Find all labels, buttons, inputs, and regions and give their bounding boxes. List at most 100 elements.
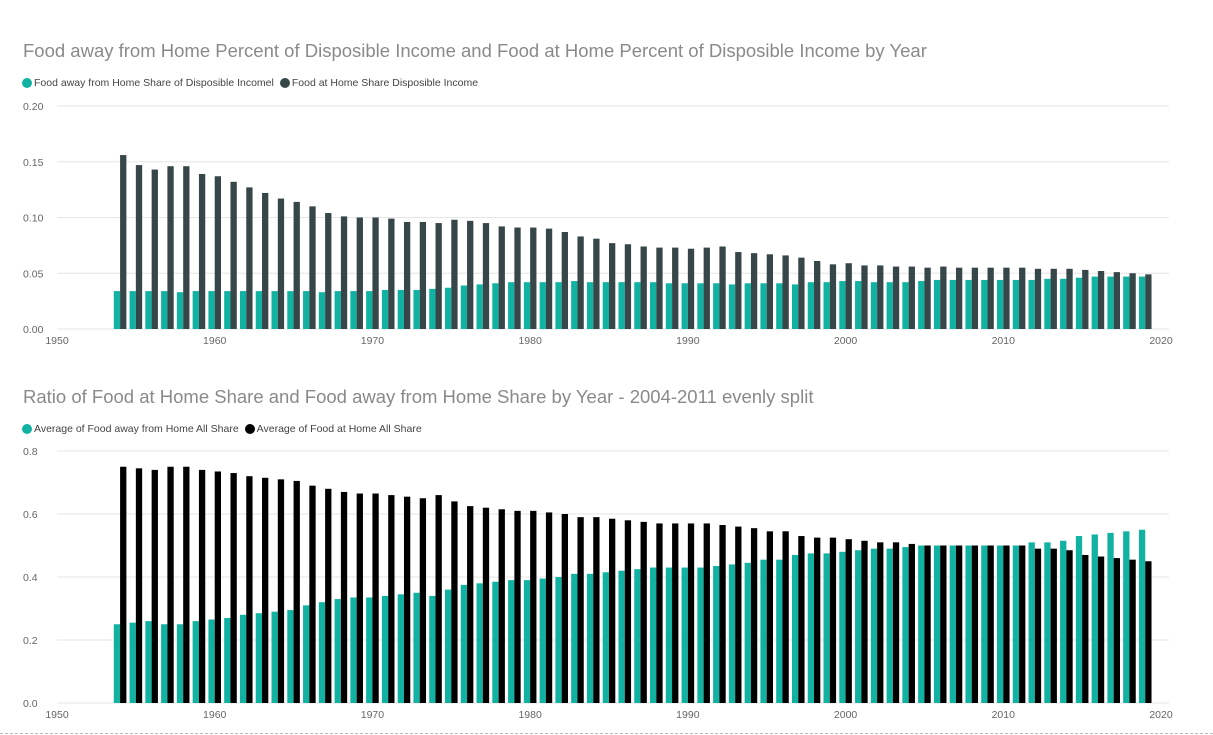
bar-home[interactable] [388,495,395,703]
bar-home[interactable] [1129,559,1136,703]
bar-away[interactable] [1012,279,1020,329]
bar-home[interactable] [293,201,300,329]
bar-away[interactable] [1107,532,1114,703]
bar-home[interactable] [167,166,174,329]
bar-home[interactable] [955,545,963,704]
bar-home[interactable] [467,220,474,329]
bar-home[interactable] [419,498,427,703]
bar-home[interactable] [120,466,127,703]
bar-home[interactable] [971,545,979,704]
chart1-legend-item-away[interactable]: Food away from Home Share of Disposible … [22,77,274,89]
bar-home[interactable] [687,523,695,703]
bar-away[interactable] [429,595,436,703]
bar-home[interactable] [246,476,253,703]
bar-away[interactable] [555,577,562,703]
bar-home[interactable] [1145,561,1152,703]
bar-home[interactable] [325,488,332,703]
bar-away[interactable] [571,573,578,703]
bar-home[interactable] [1113,272,1120,329]
bar-away[interactable] [176,624,184,703]
bar-away[interactable] [1012,545,1020,704]
bar-home[interactable] [151,469,158,703]
bar-home[interactable] [687,248,695,329]
bar-away[interactable] [366,597,373,703]
bar-away[interactable] [1138,276,1146,329]
bar-away[interactable] [287,291,294,329]
bar-away[interactable] [224,617,231,703]
bar-home[interactable] [293,480,300,703]
bar-away[interactable] [444,589,452,703]
bar-away[interactable] [334,599,341,703]
bar-home[interactable] [940,545,947,704]
bar-home[interactable] [814,260,821,329]
bar-away[interactable] [681,567,688,703]
bar-home[interactable] [766,531,774,703]
bar-away[interactable] [965,279,972,329]
bar-home[interactable] [309,485,316,703]
bar-home[interactable] [955,267,963,329]
bar-away[interactable] [618,570,625,703]
bar-home[interactable] [782,531,789,703]
bar-home[interactable] [198,469,206,703]
bar-home[interactable] [1019,267,1026,329]
bar-home[interactable] [403,496,411,703]
bar-away[interactable] [602,572,609,703]
bar-away[interactable] [413,289,420,329]
chart1-legend-item-home[interactable]: Food at Home Share Disposible Income [279,77,478,89]
bar-home[interactable] [498,226,505,329]
bar-away[interactable] [650,282,657,329]
bar-away[interactable] [161,291,168,329]
bar-away[interactable] [460,285,468,329]
bar-home[interactable] [151,169,158,329]
bar-away[interactable] [744,562,751,703]
bar-home[interactable] [1050,268,1057,329]
bar-away[interactable] [807,553,815,703]
bar-home[interactable] [356,217,363,330]
bar-away[interactable] [303,605,310,703]
bar-away[interactable] [381,289,389,329]
bar-away[interactable] [492,581,499,703]
bar-away[interactable] [523,282,531,329]
bar-away[interactable] [807,282,815,329]
bar-home[interactable] [593,238,600,329]
bar-home[interactable] [545,512,553,703]
bar-home[interactable] [766,254,774,329]
bar-home[interactable] [750,528,758,703]
bar-home[interactable] [829,537,837,703]
bar-home[interactable] [167,466,174,703]
bar-away[interactable] [444,287,452,329]
bar-away[interactable] [1075,536,1083,703]
bar-away[interactable] [1123,531,1130,703]
bar-home[interactable] [924,267,931,329]
bar-home[interactable] [1145,274,1152,329]
bar-away[interactable] [1060,540,1067,703]
bar-home[interactable] [892,542,900,703]
bar-home[interactable] [624,244,632,329]
bar-away[interactable] [981,545,988,704]
bar-home[interactable] [908,543,915,703]
bar-away[interactable] [255,291,263,329]
bar-away[interactable] [508,580,515,703]
bar-home[interactable] [1034,268,1042,329]
bar-home[interactable] [325,213,332,329]
bar-home[interactable] [735,252,742,329]
bar-home[interactable] [183,166,190,329]
bar-home[interactable] [262,477,269,703]
bar-home[interactable] [214,176,222,329]
bar-home[interactable] [246,187,253,329]
bar-away[interactable] [650,567,657,703]
bar-home[interactable] [719,525,726,703]
bar-home[interactable] [482,507,490,703]
chart2-legend-item-away[interactable]: Average of Food away from Home All Share [22,423,239,435]
bar-home[interactable] [135,468,143,703]
bar-home[interactable] [782,255,789,329]
bar-away[interactable] [539,578,546,703]
bar-home[interactable] [1097,556,1105,703]
bar-away[interactable] [1123,276,1130,329]
bar-away[interactable] [918,545,925,704]
bar-home[interactable] [388,218,395,329]
bar-away[interactable] [1075,277,1083,329]
bar-home[interactable] [277,479,285,703]
bar-away[interactable] [949,279,956,329]
bar-away[interactable] [697,567,704,703]
